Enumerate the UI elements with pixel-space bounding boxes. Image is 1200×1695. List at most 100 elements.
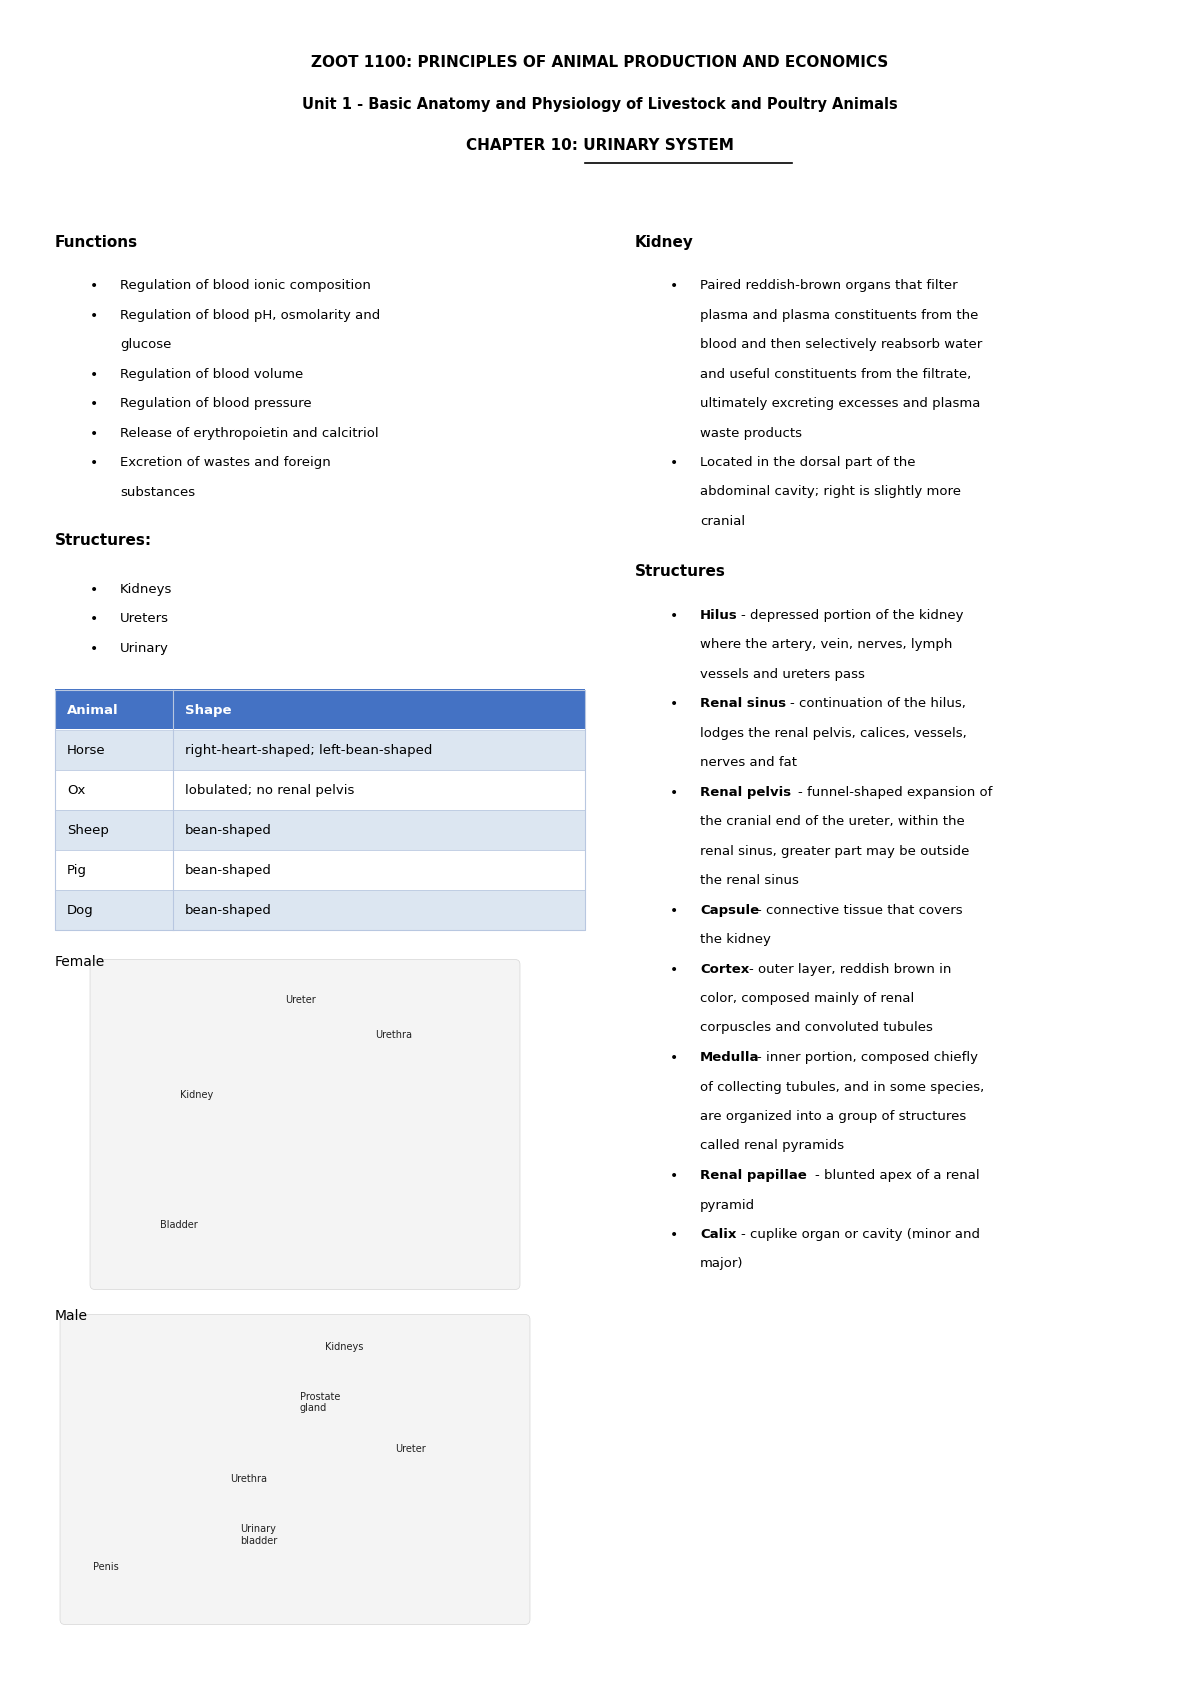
Text: ultimately excreting excesses and plasma: ultimately excreting excesses and plasma [700,397,980,410]
Text: Kidneys: Kidneys [120,583,173,597]
Text: ZOOT 1100: PRINCIPLES OF ANIMAL PRODUCTION AND ECONOMICS: ZOOT 1100: PRINCIPLES OF ANIMAL PRODUCTI… [311,54,889,69]
Bar [55,690,586,729]
Text: •: • [670,609,678,622]
Bar [55,849,586,890]
Text: Prostate
gland: Prostate gland [300,1392,341,1414]
Text: - outer layer, reddish brown in: - outer layer, reddish brown in [749,963,952,976]
Text: Urinary: Urinary [120,642,169,654]
Text: Ureter: Ureter [286,995,316,1005]
Text: Urinary
bladder: Urinary bladder [240,1524,277,1546]
Text: - depressed portion of the kidney: - depressed portion of the kidney [742,609,964,622]
Text: •: • [90,456,98,470]
Text: nerves and fat: nerves and fat [700,756,797,770]
Text: Ureters: Ureters [120,612,169,625]
Text: •: • [670,456,678,470]
Text: called renal pyramids: called renal pyramids [700,1139,844,1153]
Text: •: • [670,963,678,976]
Text: - continuation of the hilus,: - continuation of the hilus, [791,697,966,710]
Text: renal sinus, greater part may be outside: renal sinus, greater part may be outside [700,844,970,858]
Text: bean-shaped: bean-shaped [185,864,272,876]
Text: lodges the renal pelvis, calices, vessels,: lodges the renal pelvis, calices, vessel… [700,727,967,739]
Text: Regulation of blood volume: Regulation of blood volume [120,368,304,380]
Text: •: • [90,642,98,656]
Text: vessels and ureters pass: vessels and ureters pass [700,668,865,680]
Bar [55,690,586,929]
Bar [55,729,586,770]
Text: Kidney: Kidney [180,1090,214,1100]
Text: Shape: Shape [185,703,232,717]
Text: Renal papillae: Renal papillae [700,1170,806,1181]
Text: Unit 1 - Basic Anatomy and Physiology of Livestock and Poultry Animals: Unit 1 - Basic Anatomy and Physiology of… [302,97,898,112]
Text: - blunted apex of a renal: - blunted apex of a renal [815,1170,979,1181]
Text: •: • [670,1227,678,1242]
Text: •: • [90,583,98,597]
Text: color, composed mainly of renal: color, composed mainly of renal [700,992,914,1005]
Text: bean-shaped: bean-shaped [185,903,272,917]
Bar [55,770,586,810]
Text: where the artery, vein, nerves, lymph: where the artery, vein, nerves, lymph [700,637,953,651]
Text: right-heart-shaped; left-bean-shaped: right-heart-shaped; left-bean-shaped [185,744,432,756]
Bar [55,890,586,929]
Text: of collecting tubules, and in some species,: of collecting tubules, and in some speci… [700,1080,984,1093]
Text: corpuscles and convoluted tubules: corpuscles and convoluted tubules [700,1022,932,1034]
Text: plasma and plasma constituents from the: plasma and plasma constituents from the [700,308,978,322]
Text: Sheep: Sheep [67,824,109,837]
Text: major): major) [700,1258,744,1271]
Text: cranial: cranial [700,515,745,529]
Text: CHAPTER 10: URINARY SYSTEM: CHAPTER 10: URINARY SYSTEM [466,137,734,153]
Text: abdominal cavity; right is slightly more: abdominal cavity; right is slightly more [700,485,961,498]
Text: the cranial end of the ureter, within the: the cranial end of the ureter, within th… [700,815,965,827]
Text: •: • [90,368,98,381]
Text: Cortex: Cortex [700,963,749,976]
Text: •: • [670,1051,678,1064]
Text: •: • [670,280,678,293]
Text: glucose: glucose [120,337,172,351]
Text: pyramid: pyramid [700,1198,755,1212]
Bar [55,810,586,849]
Text: and useful constituents from the filtrate,: and useful constituents from the filtrat… [700,368,971,380]
Text: •: • [90,397,98,410]
Text: Structures: Structures [635,564,726,580]
Text: - funnel-shaped expansion of: - funnel-shaped expansion of [798,785,992,798]
Text: blood and then selectively reabsorb water: blood and then selectively reabsorb wate… [700,337,983,351]
Text: the kidney: the kidney [700,932,770,946]
Text: Regulation of blood pressure: Regulation of blood pressure [120,397,312,410]
Text: bean-shaped: bean-shaped [185,824,272,837]
Text: •: • [90,612,98,627]
Text: Ox: Ox [67,783,85,797]
Text: Capsule: Capsule [700,903,760,917]
Text: Renal pelvis: Renal pelvis [700,785,791,798]
FancyBboxPatch shape [90,959,520,1290]
Text: Pig: Pig [67,864,88,876]
Text: Release of erythropoietin and calcitriol: Release of erythropoietin and calcitriol [120,427,379,439]
Text: Ureter: Ureter [395,1444,426,1454]
Text: Regulation of blood pH, osmolarity and: Regulation of blood pH, osmolarity and [120,308,380,322]
Text: - connective tissue that covers: - connective tissue that covers [757,903,964,917]
Text: are organized into a group of structures: are organized into a group of structures [700,1110,966,1124]
Text: •: • [670,697,678,710]
Text: Penis: Penis [94,1561,119,1571]
Text: Regulation of blood ionic composition: Regulation of blood ionic composition [120,280,371,292]
Text: Bladder: Bladder [160,1219,198,1229]
Text: substances: substances [120,485,196,498]
Text: •: • [670,903,678,917]
Text: Kidney: Kidney [635,236,694,249]
Text: waste products: waste products [700,427,802,439]
Text: Renal sinus: Renal sinus [700,697,786,710]
FancyBboxPatch shape [60,1315,530,1624]
Text: Kidneys: Kidneys [325,1341,364,1351]
Text: lobulated; no renal pelvis: lobulated; no renal pelvis [185,783,354,797]
Text: Horse: Horse [67,744,106,756]
Text: the renal sinus: the renal sinus [700,875,799,886]
Text: •: • [670,785,678,800]
Text: •: • [90,427,98,441]
Text: Urethra: Urethra [230,1475,266,1485]
Text: •: • [90,280,98,293]
Text: •: • [90,308,98,322]
Text: Structures:: Structures: [55,532,152,547]
Text: Male: Male [55,1310,88,1324]
Text: Hilus: Hilus [700,609,738,622]
Text: Dog: Dog [67,903,94,917]
Text: Female: Female [55,954,106,968]
Text: Calix: Calix [700,1227,737,1241]
